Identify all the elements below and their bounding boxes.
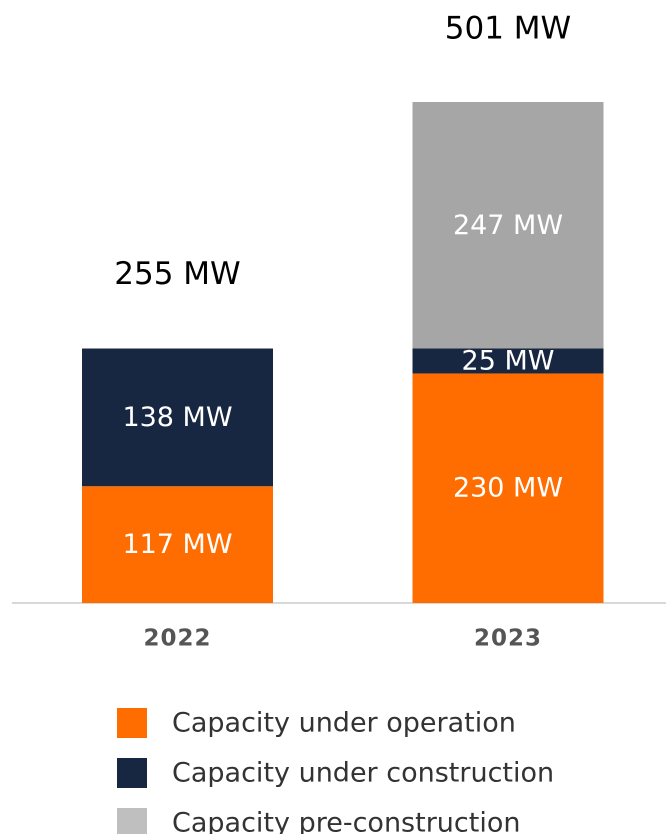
total-label: 501 MW [445,11,571,47]
bar-segment [412,102,604,349]
legend-label: Capacity under construction [172,758,554,789]
legend-swatch [117,808,147,834]
x-tick-label: 2022 [143,626,211,652]
value-label: 25 MW [462,345,555,376]
legend-label: Capacity pre-construction [172,808,520,834]
value-label: 247 MW [453,210,563,241]
legend-swatch [117,708,147,738]
bar-segment [82,486,273,603]
total-label: 255 MW [114,256,240,292]
x-tick-label: 2023 [474,626,542,652]
bar-segment [412,373,604,603]
legend-swatch [117,758,147,788]
value-label: 230 MW [453,473,563,504]
bar-segment [82,348,273,487]
bar-segment [412,348,604,374]
value-label: 117 MW [122,529,232,560]
legend-label: Capacity under operation [172,708,516,739]
value-label: 138 MW [122,402,232,433]
